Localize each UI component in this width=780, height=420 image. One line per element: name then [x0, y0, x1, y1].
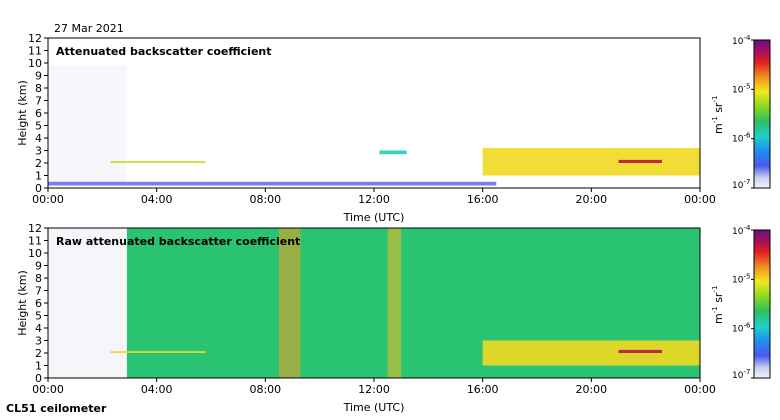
- y-tick-label: 9: [35, 70, 42, 83]
- heatmap-feature-layer: [618, 349, 662, 353]
- x-tick-label: 04:00: [141, 383, 173, 396]
- instrument-label: CL51 ceilometer: [6, 402, 107, 415]
- y-tick-label: 6: [35, 297, 42, 310]
- y-tick-label: 8: [35, 272, 42, 285]
- y-tick-label: 7: [35, 95, 42, 108]
- y-tick-label: 1: [35, 360, 42, 373]
- y-tick-label: 3: [35, 145, 42, 158]
- heatmap-feature-layer: [48, 181, 497, 186]
- heatmap-feature-plume: [278, 228, 301, 378]
- colorbar-ticks: 10-4 10-5 10-6 10-7: [732, 224, 754, 381]
- x-axis-label: Time (UTC): [343, 401, 405, 414]
- colorbar-tick-label: 10-7: [732, 178, 750, 191]
- panel-title: Attenuated backscatter coefficient: [56, 45, 272, 58]
- y-tick-label: 7: [35, 285, 42, 298]
- svg-text:m-1 sr-1: m-1 sr-1: [711, 286, 725, 324]
- y-tick-label: 1: [35, 170, 42, 183]
- heatmap-feature-plume: [387, 228, 402, 378]
- y-tick-label: 11: [28, 235, 42, 248]
- panel-title: Raw attenuated backscatter coefficient: [56, 235, 300, 248]
- colorbar-unit: m-1 sr-1: [711, 286, 725, 324]
- x-tick-label: 12:00: [358, 193, 390, 206]
- y-tick-label: 10: [28, 57, 42, 70]
- colorbar-tick-label: 10-4: [732, 224, 751, 237]
- y-tick-label: 10: [28, 247, 42, 260]
- colorbar-tick-label: 10-6: [732, 322, 751, 335]
- panel-attenuated-backscatter: Attenuated backscatter coefficient 01234…: [16, 32, 771, 224]
- y-tick-label: 5: [35, 310, 42, 323]
- heatmap-layer: [48, 228, 700, 378]
- x-tick-label: 12:00: [358, 383, 390, 396]
- date-label: 27 Mar 2021: [54, 22, 124, 35]
- y-tick-label: 2: [35, 157, 42, 170]
- colorbar: 10-4 10-5 10-6 10-7 m-1 sr-1: [711, 224, 771, 381]
- x-axis: 00:00 04:00 08:00 12:00 16:00 20:00 00:00: [32, 378, 716, 396]
- heatmap-feature-layer: [110, 161, 206, 163]
- heatmap-feature-layer: [110, 351, 206, 353]
- colorbar-tick-label: 10-5: [732, 82, 750, 95]
- heatmap-feature-layer: [618, 159, 662, 163]
- y-tick-label: 0: [35, 182, 42, 195]
- y-tick-label: 12: [28, 32, 42, 45]
- x-tick-label: 20:00: [575, 383, 607, 396]
- colorbar-tick-label: 10-7: [732, 368, 750, 381]
- x-tick-label: 08:00: [249, 193, 281, 206]
- x-tick-label: 20:00: [575, 193, 607, 206]
- colorbar-tick-label: 10-6: [732, 132, 751, 145]
- y-tick-label: 5: [35, 120, 42, 133]
- y-tick-label: 12: [28, 222, 42, 235]
- y-axis-label: Height (km): [16, 80, 29, 146]
- y-tick-label: 8: [35, 82, 42, 95]
- y-tick-label: 4: [35, 322, 42, 335]
- y-tick-label: 0: [35, 372, 42, 385]
- colorbar-gradient: [753, 229, 771, 379]
- colorbar-tick-label: 10-4: [732, 34, 751, 47]
- colorbar-tick-label: 10-5: [732, 272, 750, 285]
- y-tick-label: 2: [35, 347, 42, 360]
- heatmap-feature-cloud: [482, 148, 700, 176]
- panel-raw-attenuated-backscatter: Raw attenuated backscatter coefficient 0…: [16, 222, 771, 414]
- x-tick-label: 16:00: [467, 383, 499, 396]
- svg-text:m-1 sr-1: m-1 sr-1: [711, 96, 725, 134]
- heatmap-feature-low_signal: [48, 228, 127, 378]
- y-tick-label: 6: [35, 107, 42, 120]
- x-tick-label: 08:00: [249, 383, 281, 396]
- x-tick-label: 00:00: [32, 383, 64, 396]
- colorbar-ticks: 10-4 10-5 10-6 10-7: [732, 34, 754, 191]
- x-tick-label: 00:00: [684, 193, 716, 206]
- x-tick-label: 00:00: [684, 383, 716, 396]
- y-axis-label: Height (km): [16, 270, 29, 336]
- x-tick-label: 00:00: [32, 193, 64, 206]
- colorbar-unit: m-1 sr-1: [711, 96, 725, 134]
- x-axis-label: Time (UTC): [343, 211, 405, 224]
- colorbar: 10-4 10-5 10-6 10-7 m-1 sr-1: [711, 34, 771, 191]
- heatmap-feature-cloud: [482, 340, 700, 366]
- y-tick-label: 11: [28, 45, 42, 58]
- heatmap-feature-noise: [48, 65, 127, 182]
- y-tick-label: 9: [35, 260, 42, 273]
- y-tick-label: 3: [35, 335, 42, 348]
- heatmap-layer: [48, 65, 700, 186]
- heatmap-feature-patch: [379, 150, 407, 155]
- x-axis: 00:00 04:00 08:00 12:00 16:00 20:00 00:00: [32, 188, 716, 206]
- y-tick-label: 4: [35, 132, 42, 145]
- x-tick-label: 16:00: [467, 193, 499, 206]
- colorbar-gradient: [753, 39, 771, 189]
- x-tick-label: 04:00: [141, 193, 173, 206]
